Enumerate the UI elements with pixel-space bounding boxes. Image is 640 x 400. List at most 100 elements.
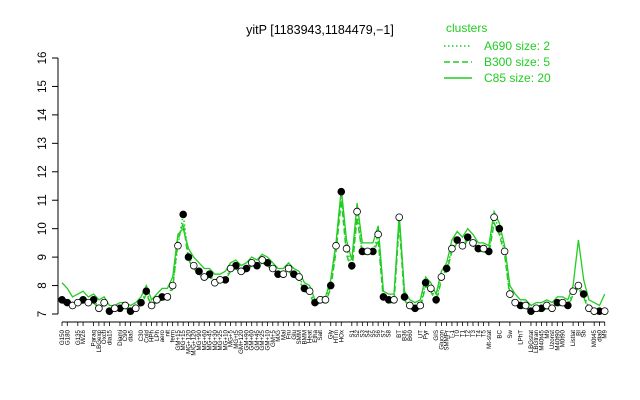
x-tick-label: M0t90 xyxy=(560,329,567,347)
x-tick-label: HTm xyxy=(333,330,340,343)
data-point-filled xyxy=(137,298,145,307)
data-point-filled xyxy=(326,281,335,290)
x-tick-label: MG+120 xyxy=(185,329,192,353)
data-point-open xyxy=(405,301,414,310)
y-tick-label: 11 xyxy=(37,194,49,206)
x-tick-label: Etha xyxy=(312,329,319,342)
data-point-open xyxy=(590,307,598,315)
data-point-filled xyxy=(179,210,187,219)
data-point-filled xyxy=(453,236,461,244)
data-point-open xyxy=(511,298,519,307)
x-tick-label: Fru xyxy=(286,329,293,339)
data-point-open xyxy=(279,270,288,278)
data-point-open xyxy=(353,207,361,216)
x-tick-label: Sw xyxy=(507,329,514,338)
x-tick-label: HOx xyxy=(338,329,345,342)
data-point-filled xyxy=(432,295,440,304)
x-tick-label: G135 xyxy=(75,329,82,345)
x-tick-label: BI xyxy=(575,330,582,336)
data-point-open xyxy=(437,273,446,281)
data-point-open xyxy=(305,287,314,296)
data-point-filled xyxy=(463,233,472,242)
x-tick-label: M/G+120 xyxy=(191,329,198,355)
x-tick-label: Mal xyxy=(280,330,287,340)
x-tick-label: MG+5 xyxy=(228,329,235,347)
x-tick-label: M0t45 xyxy=(591,329,598,347)
x-tick-label: S4 xyxy=(365,329,372,337)
data-point-open xyxy=(268,264,277,273)
legend-item-label: B300 size: 5 xyxy=(484,55,550,69)
x-tick-label: S5 xyxy=(370,329,377,337)
data-point-filled xyxy=(495,224,504,233)
x-tick-label: T4 xyxy=(475,329,482,337)
data-point-open xyxy=(295,273,303,281)
data-point-filled xyxy=(579,290,588,298)
x-tick-label: GM+5 xyxy=(270,329,277,347)
data-point-open xyxy=(374,230,382,239)
data-point-filled xyxy=(337,187,346,196)
data-point-open xyxy=(448,244,456,253)
data-point-open xyxy=(490,213,498,222)
x-tick-label: S2 xyxy=(354,329,361,337)
x-tick-label: M9 xyxy=(544,329,551,338)
x-tick-label: MG+15 xyxy=(180,329,187,350)
legend-item-label: A690 size: 2 xyxy=(484,39,550,53)
x-tick-label: GM+90 xyxy=(243,329,250,350)
x-tick-label: Salt xyxy=(317,330,324,341)
x-tick-label: B36 xyxy=(402,329,409,341)
x-tick-label: GM+120 xyxy=(238,329,245,353)
chart-title: yitP [1183943,1184479,−1] xyxy=(246,23,394,37)
x-tick-label: Mt-stat xyxy=(486,330,493,349)
data-point-open xyxy=(226,264,235,273)
data-point-open xyxy=(168,281,177,290)
legend: clusters A690 size: 2 B300 size: 5 C85 siz… xyxy=(444,21,551,85)
x-tick-label: ferm xyxy=(170,330,177,342)
y-tick-label: 7 xyxy=(37,311,49,317)
data-point-open xyxy=(258,256,267,264)
x-tick-label: M/Z6 xyxy=(80,329,87,344)
data-point-open xyxy=(174,241,182,250)
x-tick-label: Gly xyxy=(328,329,335,339)
data-point-open xyxy=(521,301,530,310)
data-point-open xyxy=(247,258,256,267)
data-point-open xyxy=(469,239,477,247)
data-point-open xyxy=(237,267,245,276)
data-point-open xyxy=(600,307,609,315)
x-tick-label: SMMPr xyxy=(444,330,451,351)
x-tick-label: LBGstat xyxy=(528,330,535,353)
x-tick-label: M40t90 xyxy=(554,329,561,350)
x-tick-label: MG+30 xyxy=(212,329,219,350)
data-point-open xyxy=(216,276,224,284)
x-tick-label: Cold xyxy=(143,329,150,342)
x-tick-label: MG+10 xyxy=(222,329,229,350)
x-tick-label: Pyr xyxy=(423,330,430,339)
data-point-open xyxy=(121,301,130,310)
x-tick-label: dia0 xyxy=(596,329,603,341)
x-tick-label: LBGtran xyxy=(533,329,540,353)
y-tick-label: 9 xyxy=(37,254,49,260)
data-point-open xyxy=(416,301,425,310)
data-point-filled xyxy=(421,278,430,287)
data-point-open xyxy=(558,298,567,307)
y-tick-label: 14 xyxy=(37,108,49,121)
x-tick-label: B60 xyxy=(407,329,414,341)
data-point-open xyxy=(500,247,509,256)
data-point-filled xyxy=(142,287,151,296)
x-tick-label: S3 xyxy=(359,329,366,337)
x-tick-label: Glucon xyxy=(438,329,445,349)
data-point-filled xyxy=(442,264,451,273)
y-tick-label: 13 xyxy=(37,137,49,150)
data-point-open xyxy=(458,241,467,250)
x-tick-label: MG+45 xyxy=(207,329,214,350)
x-tick-label: GM+15 xyxy=(175,329,182,350)
series-line-dashed xyxy=(61,200,605,313)
x-tick-label: GM+10 xyxy=(265,329,272,350)
x-tick-label: Oxctl xyxy=(101,330,108,344)
data-point-open xyxy=(569,287,577,296)
data-point-open xyxy=(284,264,293,273)
x-tick-label: T2 xyxy=(465,329,472,337)
x-tick-label: dia5 xyxy=(128,329,135,341)
x-tick-label: T1 xyxy=(459,329,466,337)
series-line-solid xyxy=(61,188,606,307)
